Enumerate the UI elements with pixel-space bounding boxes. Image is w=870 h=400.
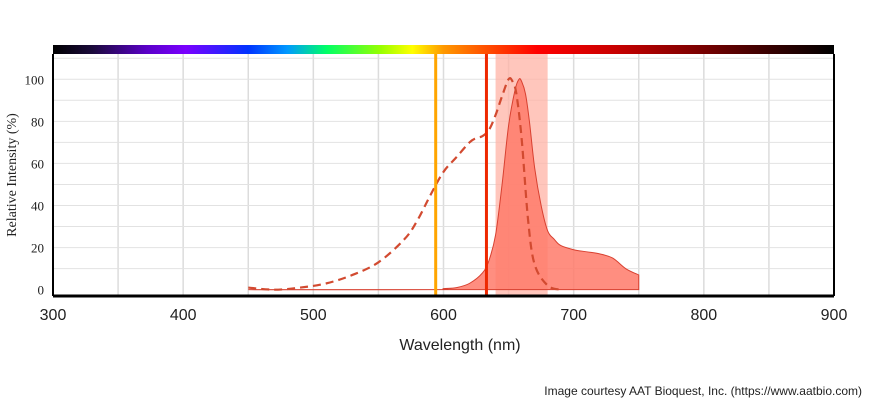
x-tick-label: 300	[40, 307, 67, 324]
y-tick-label: 20	[31, 241, 44, 256]
image-credit: Image courtesy AAT Bioquest, Inc. (https…	[544, 384, 862, 398]
spectrum-bar	[53, 45, 834, 54]
y-tick-label: 100	[25, 72, 45, 87]
y-axis-title: Relative Intensity (%)	[5, 113, 20, 237]
y-tick-label: 80	[31, 114, 44, 129]
x-tick-label: 500	[300, 307, 327, 324]
plot-frame	[52, 54, 835, 298]
grid	[53, 54, 834, 296]
y-tick-label: 40	[31, 199, 44, 214]
laser-markers	[434, 54, 488, 296]
x-tick-label: 800	[690, 307, 717, 324]
x-tick-label: 600	[430, 307, 457, 324]
x-axis-title: Wavelength (nm)	[399, 337, 520, 354]
y-axis-ticks: 0 20 40 60 80 100	[25, 72, 45, 297]
x-tick-label: 900	[821, 307, 848, 324]
x-axis-ticks: 300 400 500 600 700 800 900	[40, 307, 848, 324]
y-tick-label: 0	[38, 283, 45, 298]
emission-area	[248, 78, 640, 291]
x-tick-label: 400	[170, 307, 197, 324]
x-tick-label: 700	[560, 307, 587, 324]
y-tick-label: 60	[31, 156, 44, 171]
excitation-line	[248, 77, 561, 291]
